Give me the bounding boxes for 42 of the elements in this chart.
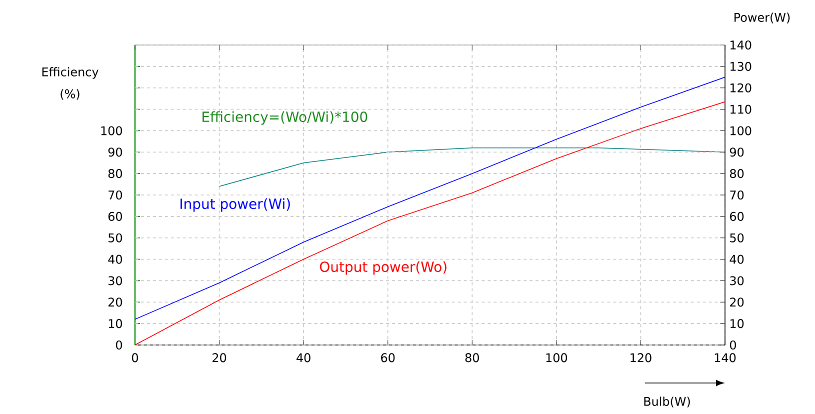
line-series — [218, 147, 726, 187]
y2-tick-label: 50 — [730, 233, 744, 242]
y2-tick-label: 0 — [730, 340, 736, 350]
y2-tick-label: 30 — [730, 276, 744, 286]
line-series — [135, 76, 726, 320]
y-tick-label: 100 — [101, 126, 122, 136]
x-axis-title: Bulb(W) — [644, 396, 690, 408]
series-label: Output power(Wo) — [320, 261, 446, 275]
y-tick-label: 20 — [108, 298, 122, 307]
x-tick-label: 140 — [714, 353, 736, 362]
y-tick-label: 80 — [108, 169, 122, 178]
y2-tick-label: 70 — [730, 190, 744, 200]
x-tick-label: 80 — [465, 353, 479, 362]
y2-axis-title: Power(W) — [734, 12, 790, 24]
x-tick-label: 100 — [546, 353, 568, 362]
y2-tick-label: 80 — [730, 169, 744, 178]
x-tick-label: 40 — [296, 353, 310, 362]
x-tick-label: 0 — [132, 353, 138, 362]
y2-tick-label: 40 — [730, 254, 744, 264]
y-tick-label: 90 — [108, 148, 122, 157]
y-axis-title: Efficiency (%) — [42, 67, 98, 100]
y2-tick-label: 120 — [730, 83, 752, 92]
y2-tick-label: 90 — [730, 148, 744, 157]
y-tick-label: 0 — [116, 340, 122, 350]
x-tick-label: 120 — [630, 353, 652, 362]
y2-tick-label: 60 — [730, 212, 744, 221]
x-tick-label: 60 — [381, 353, 395, 362]
y2-tick-label: 100 — [730, 126, 752, 136]
y2-tick-label: 140 — [730, 40, 752, 50]
text: Efficiency=(Wo/Wi)*100 — [202, 111, 368, 125]
y2-tick-label: 10 — [730, 319, 744, 328]
text: Input power(Wi) — [180, 198, 290, 212]
y2-tick-label: 20 — [730, 298, 744, 307]
y2-tick-label: 110 — [730, 104, 752, 114]
y-tick-label: 30 — [108, 276, 122, 286]
y-tick-label: 40 — [108, 254, 122, 264]
y-tick-label: 70 — [108, 190, 122, 200]
y-tick-label: 10 — [108, 319, 122, 328]
x-tick-label: 20 — [212, 353, 226, 362]
y-tick-label: 50 — [108, 233, 122, 242]
y2-tick-label: 130 — [730, 62, 752, 71]
y-tick-label: 60 — [108, 212, 122, 221]
